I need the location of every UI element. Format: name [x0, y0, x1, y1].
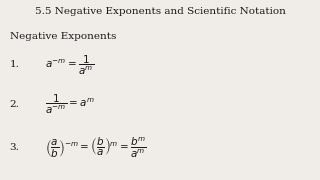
Text: 3.: 3. — [10, 143, 20, 152]
Text: 2.: 2. — [10, 100, 20, 109]
Text: $a^{-m} = \dfrac{1}{a^{m}}$: $a^{-m} = \dfrac{1}{a^{m}}$ — [45, 53, 94, 77]
Text: Negative Exponents: Negative Exponents — [10, 32, 116, 41]
Text: 5.5 Negative Exponents and Scientific Notation: 5.5 Negative Exponents and Scientific No… — [35, 7, 285, 16]
Text: 1.: 1. — [10, 60, 20, 69]
Text: $\left(\dfrac{a}{b}\right)^{-m} = \left(\dfrac{b}{a}\right)^{m} = \dfrac{b^{m}}{: $\left(\dfrac{a}{b}\right)^{-m} = \left(… — [45, 135, 147, 160]
Text: $\dfrac{1}{a^{-m}} = a^{m}$: $\dfrac{1}{a^{-m}} = a^{m}$ — [45, 93, 94, 116]
